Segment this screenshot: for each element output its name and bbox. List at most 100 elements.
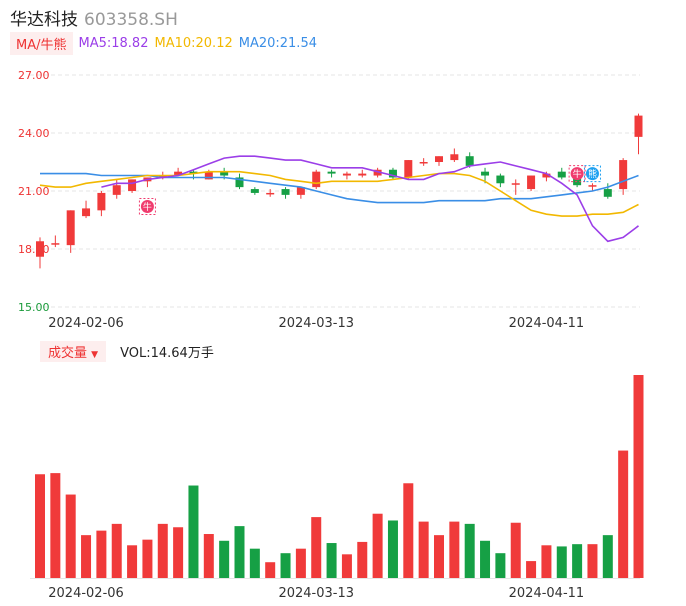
volume-bar [234,526,245,578]
candle-body [82,208,91,217]
x-tick-label: 2024-02-06 [48,586,124,601]
candle-body [388,169,397,178]
volume-bar [96,530,107,578]
candle-body [189,171,198,174]
candle-body [557,171,566,178]
candle-body [97,192,106,211]
candle-body [511,183,520,185]
bear-marker-label: 熊 [588,168,597,180]
candle-body [527,175,536,190]
volume-value: VOL:14.64万手 [120,345,214,361]
candle-body [404,160,413,178]
volume-bar [341,554,352,578]
bull-marker-label: 牛 [143,201,152,213]
volume-bar [434,535,444,578]
y-tick-label: 24.00 [18,127,50,140]
candle-body [250,189,259,193]
bull-marker-frame [138,197,156,215]
volume-bar [387,520,398,578]
ma10-label: MA10:20.12 [154,35,233,51]
candle-body [158,175,167,178]
x-tick-label: 2024-03-13 [278,316,354,331]
volume-bar [219,540,230,578]
x-tick-label: 2024-03-13 [278,586,354,601]
candle-body [373,169,382,176]
x-tick-label: 2024-04-11 [509,316,585,331]
volume-bar [618,450,629,578]
volume-bar [464,523,475,578]
candle-body [220,171,229,176]
candle-body [312,171,321,188]
candle-body [327,171,336,174]
volume-bar [633,375,644,578]
candle-body [51,243,60,245]
volume-indicator-label: 成交量 [48,345,88,361]
bear-marker-frame [583,165,601,183]
volume-bar [81,535,92,578]
volume-legend: 成交量 ▼ VOL:14.64万手 [40,340,214,362]
bull-marker-frame [568,165,586,183]
candle-body [603,189,612,197]
candle-body [235,177,244,188]
candle-body [619,160,628,190]
candle-body [450,154,459,161]
volume-bar [142,539,153,578]
volume-bar [203,534,214,578]
ma5-line [101,155,639,243]
chevron-down-icon: ▼ [91,349,99,360]
volume-bar [556,546,567,578]
volume-bar [127,545,138,578]
volume-bar [403,483,414,578]
candle-body [419,162,428,164]
candle-body [204,171,213,180]
volume-bar [326,543,337,578]
bull-marker-label: 牛 [573,168,582,180]
volume-bar [418,521,429,578]
volume-bar [510,522,521,578]
volume-bar [572,544,583,578]
volume-indicator-dropdown[interactable]: 成交量 ▼ [40,340,107,362]
candle-body [36,241,44,257]
volume-bar [111,523,122,578]
stock-name: 华达科技 [10,10,78,30]
candle-body [496,175,505,184]
volume-bar [157,523,168,578]
x-tick-label: 2024-02-06 [48,316,124,331]
volume-bar [372,513,383,578]
volume-bar [265,562,276,578]
candle-body [66,210,75,246]
y-tick-label: 18.00 [18,243,50,256]
ma20-line [40,172,639,204]
ma-legend: MA/牛熊 MA5:18.82 MA10:20.12 MA20:21.54 [10,31,323,55]
volume-bar [188,485,199,578]
volume-bar [602,535,613,578]
candle-body [465,156,474,166]
candle-body [112,185,121,195]
volume-bar [526,561,537,578]
bull-marker-badge [570,167,584,181]
volume-bar [35,474,45,578]
volume-bar [173,527,184,578]
volume-bar [65,494,76,578]
x-tick-label: 2024-04-11 [509,586,585,601]
volume-bar [480,540,491,578]
candle-body [358,173,367,176]
candle-body [435,156,443,162]
ma10-line [39,170,639,217]
y-tick-label: 27.00 [18,69,50,82]
candle-body [174,171,183,176]
ma-indicator-toggle[interactable]: MA/牛熊 [10,31,73,55]
candle-body [634,115,643,137]
volume-bar [587,544,598,578]
volume-bar [295,548,306,578]
bull-marker-badge [140,199,154,213]
volume-bar [541,545,552,578]
candle-body [266,192,275,195]
candle-body [128,179,137,191]
volume-bar [449,521,460,578]
stock-title: 华达科技 603358.SH [10,5,178,30]
ma20-label: MA20:21.54 [238,35,317,51]
candle-body [296,187,305,195]
volume-bar [50,473,61,578]
